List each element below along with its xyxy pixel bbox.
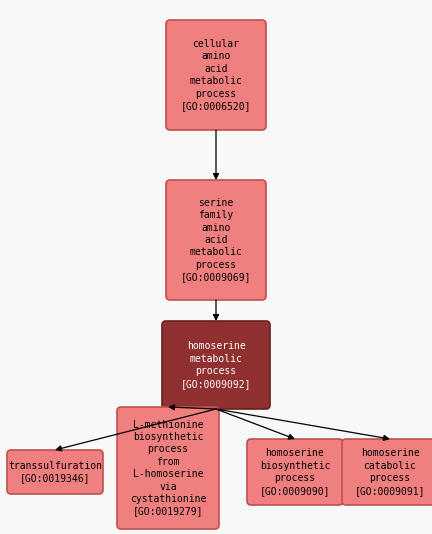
FancyBboxPatch shape [342,439,432,505]
Text: homoserine
catabolic
process
[GO:0009091]: homoserine catabolic process [GO:0009091… [355,449,425,496]
Text: homoserine
biosynthetic
process
[GO:0009090]: homoserine biosynthetic process [GO:0009… [260,449,330,496]
Text: cellular
amino
acid
metabolic
process
[GO:0006520]: cellular amino acid metabolic process [G… [181,39,251,111]
FancyBboxPatch shape [162,321,270,409]
Text: serine
family
amino
acid
metabolic
process
[GO:0009069]: serine family amino acid metabolic proce… [181,198,251,282]
FancyBboxPatch shape [7,450,103,494]
Text: homoserine
metabolic
process
[GO:0009092]: homoserine metabolic process [GO:0009092… [181,341,251,389]
FancyBboxPatch shape [247,439,343,505]
Text: L-methionine
biosynthetic
process
from
L-homoserine
via
cystathionine
[GO:001927: L-methionine biosynthetic process from L… [130,420,206,516]
Text: transsulfuration
[GO:0019346]: transsulfuration [GO:0019346] [8,461,102,483]
FancyBboxPatch shape [166,20,266,130]
FancyBboxPatch shape [117,407,219,529]
FancyBboxPatch shape [166,180,266,300]
